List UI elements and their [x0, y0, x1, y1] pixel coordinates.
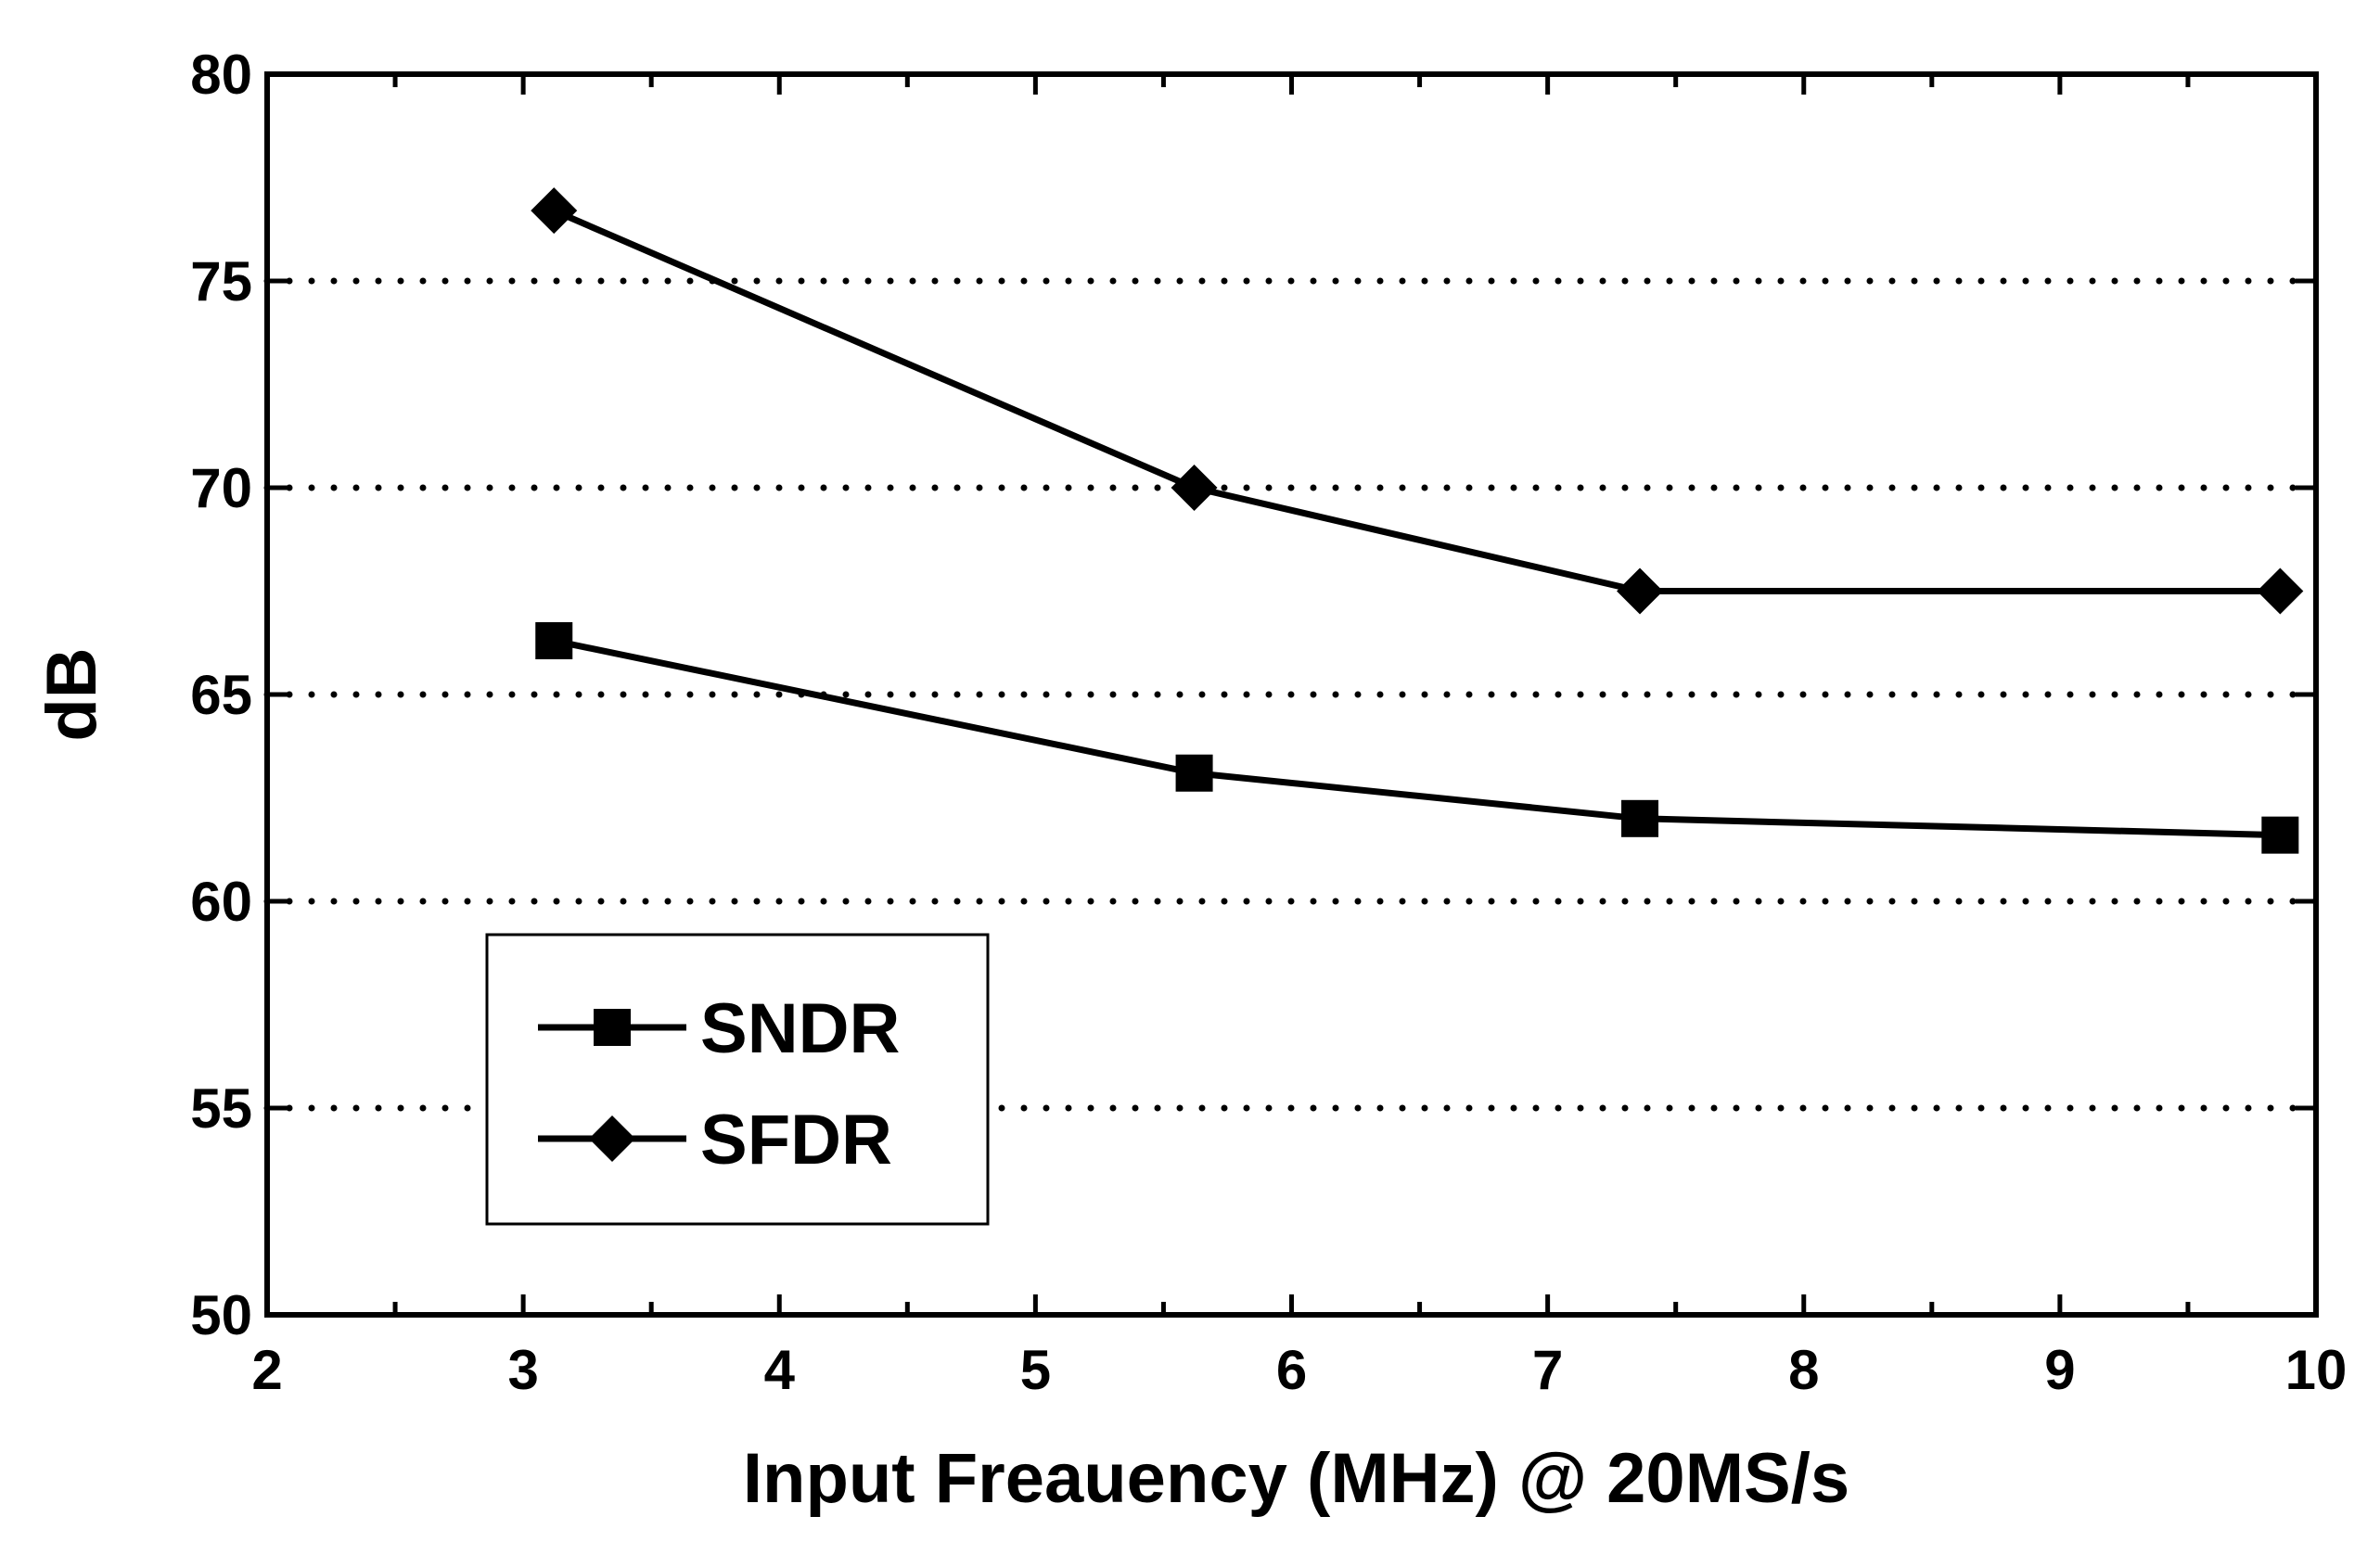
sndr-line	[553, 637, 2281, 839]
y-tick-label: 65	[190, 664, 252, 726]
legend-marker-sndr	[594, 1009, 631, 1046]
series-layer	[531, 187, 2304, 854]
legend-box	[485, 933, 990, 1226]
legend-item-sndr: SNDR	[538, 989, 900, 1068]
legend-marker-sfdr	[589, 1115, 635, 1162]
legend-item-sfdr: SFDR	[538, 1101, 892, 1179]
legend: SNDR SFDR	[485, 933, 990, 1226]
sfdr-point	[531, 187, 578, 235]
x-tick-label: 6	[1276, 1339, 1307, 1401]
grid-lines	[263, 277, 2320, 1112]
x-tick-label: 3	[507, 1339, 538, 1401]
series-sfdr	[531, 187, 2304, 615]
y-tick-label: 75	[190, 250, 252, 312]
x-tick-label: 10	[2285, 1339, 2348, 1401]
x-tick-label: 2	[251, 1339, 282, 1401]
sfdr-line	[552, 207, 2281, 594]
legend-label-sfdr: SFDR	[700, 1101, 892, 1179]
sndr-point	[1621, 799, 1659, 837]
sfdr-point	[1171, 465, 1218, 511]
y-tick-label: 60	[190, 871, 252, 933]
x-tick-label: 8	[1788, 1339, 1819, 1401]
x-axis-label: Input Freauency (MHz) @ 20MS/s	[743, 1439, 1849, 1518]
x-tick-label: 4	[764, 1339, 796, 1401]
series-sndr	[535, 622, 2299, 854]
sndr-point	[2261, 816, 2299, 854]
y-tick-label: 70	[190, 457, 252, 519]
x-tick-label: 7	[1532, 1339, 1563, 1401]
y-tick-label: 50	[190, 1284, 252, 1346]
sfdr-point	[2257, 567, 2304, 615]
legend-label-sndr: SNDR	[700, 989, 900, 1068]
y-axis-label: dB	[32, 647, 111, 741]
x-tick-label: 9	[2044, 1339, 2075, 1401]
y-tick-label: 55	[190, 1077, 252, 1140]
y-tick-label: 80	[190, 44, 252, 106]
sndr-point	[535, 622, 573, 660]
tick-labels: 2 3 4 5 6 7 8 9 10 50 55 60 65 70 75 80	[190, 44, 2347, 1401]
ticks	[264, 71, 2319, 1318]
x-tick-label: 5	[1020, 1339, 1051, 1401]
sfdr-point	[1617, 567, 1664, 615]
sndr-point	[1175, 754, 1213, 792]
